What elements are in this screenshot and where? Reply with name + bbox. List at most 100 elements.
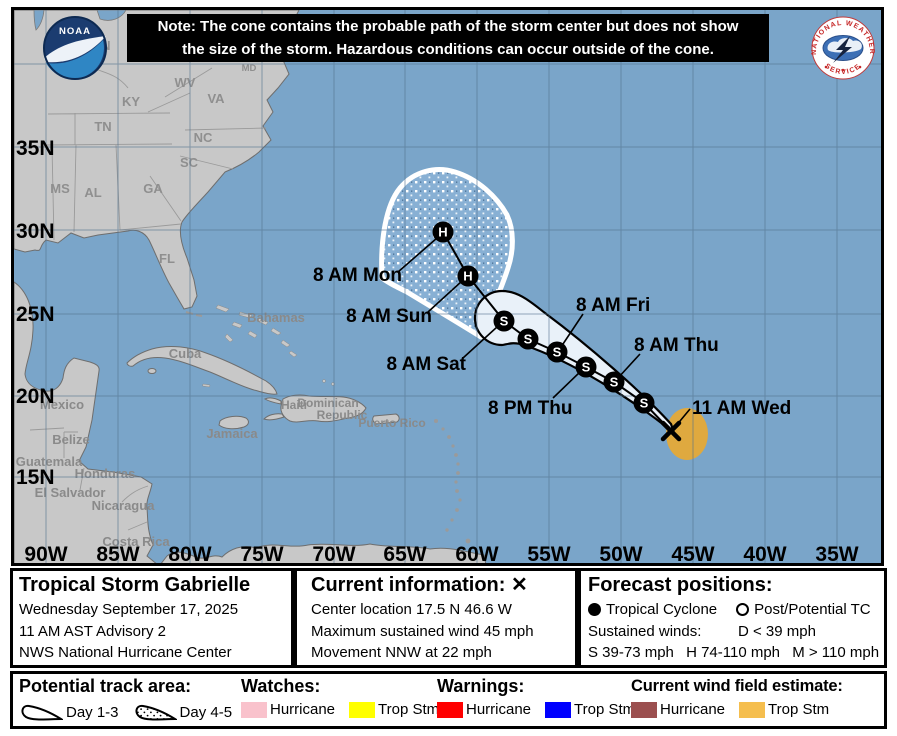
warnings-title: Warnings: xyxy=(437,676,525,696)
day4-5-cone-icon xyxy=(135,704,177,721)
svg-text:35N: 35N xyxy=(16,137,55,160)
svg-text:AL: AL xyxy=(84,185,101,200)
svg-text:15N: 15N xyxy=(16,466,55,489)
svg-text:25N: 25N xyxy=(16,303,55,326)
svg-text:S: S xyxy=(500,314,509,329)
lake-sliver xyxy=(33,10,45,31)
svg-text:S: S xyxy=(553,345,562,360)
hurricane-windfield-label: Hurricane xyxy=(660,701,726,718)
svg-text:8 AM Mon: 8 AM Mon xyxy=(313,265,402,286)
svg-text:Honduras: Honduras xyxy=(75,466,136,481)
svg-text:TN: TN xyxy=(94,119,111,134)
svg-text:MD: MD xyxy=(242,63,257,74)
svg-text:11 AM Wed: 11 AM Wed xyxy=(692,398,791,419)
storm-agency: NWS National Hurricane Center xyxy=(19,644,232,661)
svg-text:S: S xyxy=(610,375,619,390)
storm-info-panel: Tropical Storm Gabrielle Wednesday Septe… xyxy=(10,568,294,668)
post-potential-ring-icon xyxy=(736,603,750,617)
forecast-map: IN KY WV VA MD TN NC SC MS AL GA FL Berm… xyxy=(14,10,881,563)
noaa-logo: NOAA xyxy=(43,16,107,80)
puerto-rico xyxy=(372,413,400,425)
svg-text:90W: 90W xyxy=(24,543,67,563)
track-time-labels: 8 AM Mon 8 AM Sun 8 AM Sat 8 PM Thu 8 AM… xyxy=(313,265,791,419)
svg-text:Puerto Rico: Puerto Rico xyxy=(358,416,425,430)
noaa-logo-text: NOAA xyxy=(59,26,91,37)
svg-text:Cuba: Cuba xyxy=(169,346,202,361)
day1-3-label: Day 1-3 xyxy=(66,703,119,721)
svg-text:Belize: Belize xyxy=(52,432,90,447)
tropstm-watch-swatch xyxy=(349,701,376,718)
tropical-cyclone-label: Tropical Cyclone xyxy=(606,601,718,618)
wind-field-title: Current wind field estimate: xyxy=(631,677,843,695)
svg-text:Guatemala: Guatemala xyxy=(16,454,83,469)
forecast-positions-panel: Forecast positions: Tropical Cyclone Pos… xyxy=(578,568,887,668)
x-marker-symbol: ✕ xyxy=(511,574,528,596)
svg-text:8 PM Thu: 8 PM Thu xyxy=(488,398,572,419)
svg-text:85W: 85W xyxy=(96,543,139,563)
svg-text:GA: GA xyxy=(143,181,163,196)
forecast-point: S xyxy=(603,371,625,393)
day1-3-cone-icon xyxy=(21,704,63,721)
forecast-points: S S S S S S H H xyxy=(432,221,655,414)
note-line2: the size of the storm. Hazardous conditi… xyxy=(182,41,714,58)
svg-text:S: S xyxy=(524,332,533,347)
post-potential-label: Post/Potential TC xyxy=(754,601,871,618)
forecast-point: H xyxy=(457,265,479,287)
svg-text:8 AM Thu: 8 AM Thu xyxy=(634,335,719,356)
svg-text:S: S xyxy=(640,396,649,411)
storm-advisory: 11 AM AST Advisory 2 xyxy=(19,622,167,640)
legend-watches: Watches: Hurricane Trop Stm xyxy=(241,676,439,718)
svg-text:SC: SC xyxy=(180,155,199,170)
legend-warnings: Warnings: Hurricane Trop Stm xyxy=(437,676,635,718)
cone-day4-5 xyxy=(379,167,515,340)
svg-text:60W: 60W xyxy=(455,543,498,563)
label-leader-lines xyxy=(397,237,691,428)
svg-text:Costa Rica: Costa Rica xyxy=(102,534,170,549)
current-info-title: Current information: ✕ xyxy=(311,574,528,596)
svg-text:S: S xyxy=(582,360,591,375)
tropstm-windfield-swatch xyxy=(739,701,766,718)
svg-text:H: H xyxy=(463,269,472,284)
svg-text:Republic: Republic xyxy=(317,408,368,422)
forecast-point: S xyxy=(575,356,597,378)
lat-labels: 35N 30N 25N 20N 15N xyxy=(16,137,55,489)
forecast-positions-title: Forecast positions: xyxy=(588,574,773,596)
hurricane-windfield-swatch xyxy=(631,701,657,718)
sustained-winds-label: Sustained winds: xyxy=(588,622,702,640)
tropstm-windfield-label: Trop Stm xyxy=(768,701,830,718)
forecast-point: S xyxy=(517,328,539,350)
center-location: Center location 17.5 N 46.6 W xyxy=(311,601,512,618)
svg-text:FL: FL xyxy=(159,251,175,266)
lesser-antilles xyxy=(434,419,471,544)
svg-text:40W: 40W xyxy=(743,543,786,563)
svg-text:55W: 55W xyxy=(527,543,570,563)
svg-text:H: H xyxy=(438,225,447,240)
svg-text:30N: 30N xyxy=(16,220,55,243)
svg-text:45W: 45W xyxy=(671,543,714,563)
tropical-cyclone-dot-icon xyxy=(588,603,601,617)
svg-text:75W: 75W xyxy=(240,543,283,563)
svg-text:Mexico: Mexico xyxy=(40,397,84,412)
svg-text:35W: 35W xyxy=(815,543,858,563)
hurricane-watch-label: Hurricane xyxy=(270,701,336,718)
svg-text:Dominican: Dominican xyxy=(297,396,358,410)
hurricane-watch-swatch xyxy=(241,701,267,718)
svg-text:8 AM Fri: 8 AM Fri xyxy=(576,295,650,316)
jamaica xyxy=(218,415,249,430)
legend-box: Potential track area: Day 1-3 Day 4-5 W xyxy=(10,671,887,729)
legend-wind-field: Current wind field estimate: Hurricane T… xyxy=(631,676,843,718)
tropstm-warning-label: Trop Stm xyxy=(574,701,636,718)
lake xyxy=(96,10,127,21)
nws-logo: NATIONAL WEATHER SERVICE xyxy=(811,16,875,80)
svg-text:KY: KY xyxy=(122,94,140,109)
svg-text:MS: MS xyxy=(50,181,70,196)
mexico-central-america xyxy=(14,281,157,563)
wind-cat-h: H 74-110 mph xyxy=(686,644,781,661)
svg-text:70W: 70W xyxy=(312,543,355,563)
storm-name: Tropical Storm Gabrielle xyxy=(19,574,251,596)
wind-cat-s: S 39-73 mph xyxy=(588,644,674,661)
svg-text:El Salvador: El Salvador xyxy=(35,485,106,500)
storm-date: Wednesday September 17, 2025 xyxy=(19,601,239,618)
svg-text:65W: 65W xyxy=(383,543,426,563)
